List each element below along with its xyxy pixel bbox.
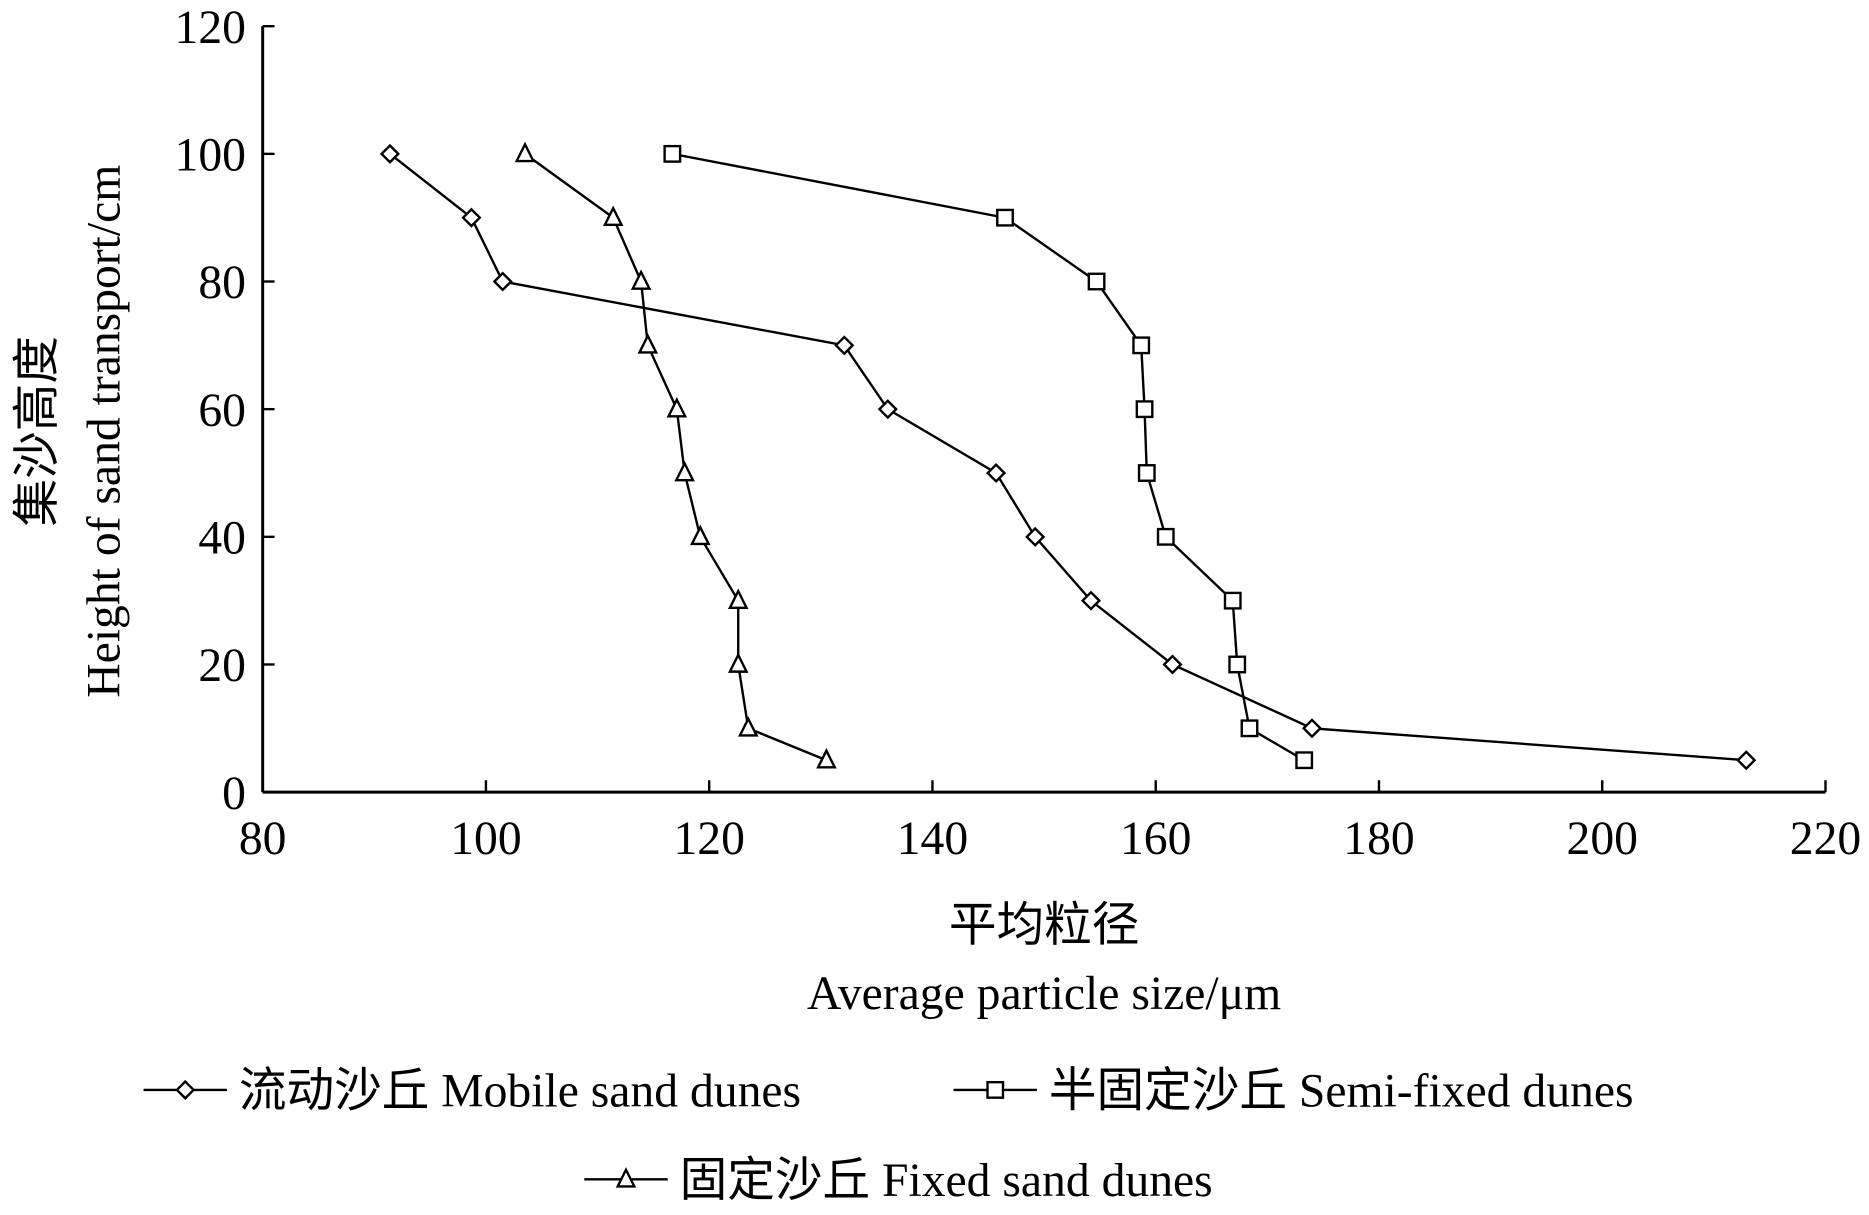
x-tick-label: 200 [1567, 813, 1638, 865]
y-axis-label-cn: 集沙高度 [12, 336, 64, 527]
x-tick-label: 120 [673, 813, 744, 865]
x-axis-label-cn: 平均粒径 [949, 900, 1140, 952]
triangle-marker [666, 396, 688, 418]
y-tick-label: 80 [198, 257, 246, 309]
x-tick-label: 100 [450, 813, 521, 865]
triangle-marker [630, 269, 652, 290]
square-marker [1240, 719, 1259, 738]
triangle-marker [602, 205, 624, 227]
legend-label: 流动沙丘 Mobile sand dunes [239, 1066, 801, 1118]
triangle-marker [514, 141, 536, 163]
square-marker [663, 144, 682, 163]
triangle-marker [727, 652, 749, 673]
diamond-marker [1162, 654, 1183, 675]
diamond-marker [461, 207, 482, 228]
x-tick-label: 220 [1790, 813, 1861, 865]
x-tick-label: 180 [1343, 813, 1414, 865]
series-square [663, 144, 1314, 770]
legend-item: 半固定沙丘 Semi-fixed dunes [953, 1066, 1634, 1118]
diamond-marker [877, 399, 898, 420]
diamond-marker [379, 143, 400, 164]
x-tick-label: 80 [239, 813, 287, 865]
square-marker [1156, 527, 1175, 546]
diamond-marker [986, 462, 1007, 484]
square-marker [1135, 400, 1154, 419]
diamond-marker [834, 335, 855, 356]
triangle-marker [637, 333, 659, 354]
triangle-marker [674, 460, 695, 482]
legend-label: 半固定沙丘 Semi-fixed dunes [1049, 1066, 1634, 1118]
triangle-marker [615, 1167, 637, 1188]
diamond-marker [1301, 718, 1323, 739]
square-marker [1228, 655, 1247, 674]
triangle-marker [738, 716, 759, 737]
x-tick-label: 140 [897, 813, 968, 865]
square-marker [986, 1080, 1005, 1099]
diamond-marker [492, 271, 513, 292]
legend: 流动沙丘 Mobile sand dunes 半固定沙丘 Semi-fixed d… [143, 1066, 1634, 1207]
x-tick-label: 160 [1120, 813, 1191, 865]
square-marker [1137, 464, 1156, 482]
series-line [672, 152, 1305, 762]
square-marker [1223, 591, 1242, 610]
legend-item: 固定沙丘 Fixed sand dunes [584, 1155, 1213, 1207]
diamond-marker [1080, 590, 1101, 611]
y-tick-label: 120 [175, 2, 246, 54]
y-tick-label: 0 [222, 768, 246, 820]
series-triangle [514, 141, 837, 769]
square-marker [1295, 751, 1314, 770]
diamond-marker [175, 1079, 196, 1100]
triangle-marker [727, 588, 749, 609]
triangle-marker [816, 748, 837, 769]
series-line [524, 152, 827, 762]
series-diamond [379, 143, 1757, 771]
y-tick-label: 40 [198, 512, 246, 564]
triangle-marker [690, 524, 711, 546]
diamond-marker [1736, 750, 1757, 771]
y-tick-label: 60 [198, 385, 246, 437]
x-axis-label: Average particle size/μm [807, 968, 1281, 1020]
legend-item: 流动沙丘 Mobile sand dunes [143, 1066, 801, 1118]
y-axis-label: Height of sand transport/cm [79, 165, 131, 698]
legend-label: 固定沙丘 Fixed sand dunes [680, 1155, 1213, 1207]
series-line [389, 152, 1747, 762]
square-marker [1087, 272, 1106, 291]
square-marker [996, 208, 1014, 227]
series-group [379, 141, 1757, 771]
y-tick-label: 100 [175, 130, 246, 182]
axes: 80 100 120 140 160 180 200 220 0 20 40 60 80 100 120 [175, 2, 1862, 865]
diamond-marker [1025, 526, 1046, 547]
y-tick-label: 20 [198, 640, 246, 692]
square-marker [1132, 336, 1151, 355]
